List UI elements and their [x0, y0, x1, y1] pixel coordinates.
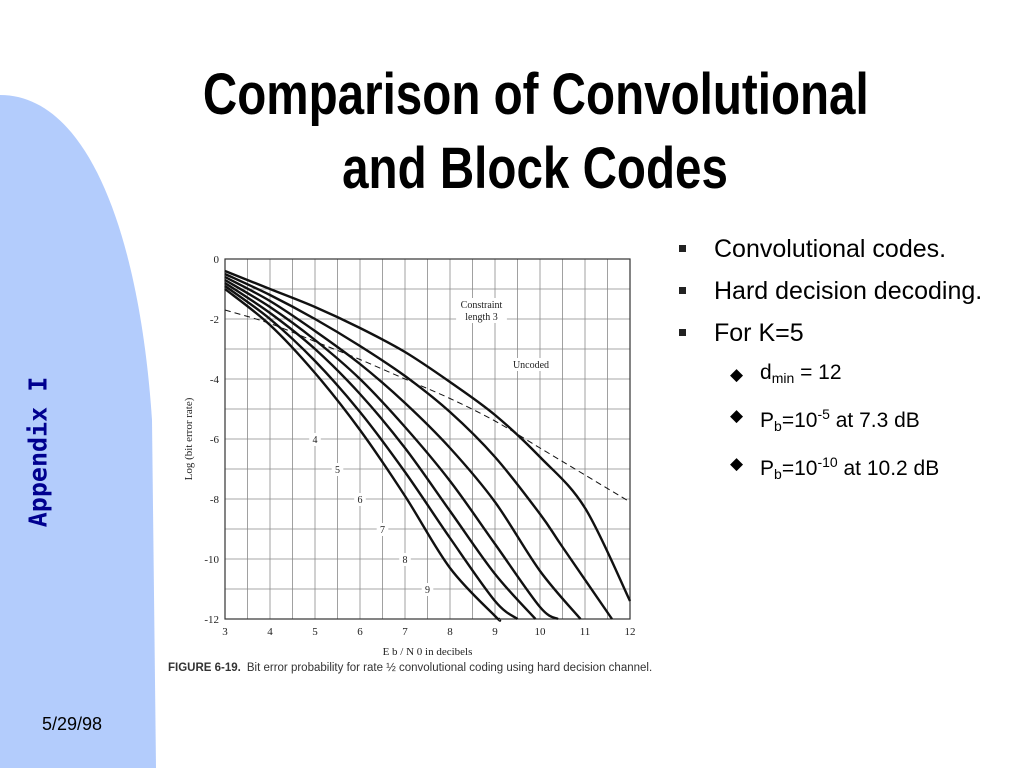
series-line-k6: [224, 278, 559, 621]
x-tick-label: 4: [267, 626, 273, 638]
annotation-box: [376, 523, 389, 536]
annotation-label: 4: [313, 435, 318, 446]
y-tick-label: -2: [210, 314, 219, 326]
x-tick-label: 11: [580, 626, 591, 638]
annotation-label: 9: [425, 585, 430, 596]
side-title: Appendix I: [23, 376, 53, 528]
diamond-bullet-icon: ◆: [730, 365, 744, 384]
pb-exponent: -10: [817, 454, 838, 470]
pb-base: =10: [781, 457, 818, 480]
square-bullet-icon: [679, 287, 686, 294]
x-tick-label: 9: [492, 626, 498, 638]
annotation-label: 7: [380, 525, 385, 536]
sub-bullet-pb-1: ◆ Pb=10-5 at 7.3 dB: [676, 399, 1016, 441]
annotation-box: [450, 298, 513, 311]
annotation-label: Constraint: [461, 300, 503, 311]
y-tick-label: -10: [204, 554, 219, 566]
figure-label: FIGURE 6-19.: [168, 662, 241, 674]
annotation-label: length 3: [465, 312, 498, 323]
annotation-box: [456, 310, 507, 323]
y-tick-label: -8: [210, 494, 220, 506]
pb-subscript: b: [774, 466, 782, 482]
bullet-hard-decision: Hard decision decoding.: [676, 274, 1016, 308]
x-tick-label: 6: [357, 626, 363, 638]
slide-date: 5/29/98: [42, 714, 103, 734]
square-bullet-icon: [679, 329, 686, 336]
slide-title: Comparison of Convolutional and Block Co…: [202, 58, 869, 206]
pb-symbol: P: [760, 457, 775, 480]
dmin-subscript: min: [771, 370, 795, 386]
annotation-label: 6: [358, 495, 363, 506]
annotation-label: Uncoded: [513, 360, 549, 371]
pb-condition: at 7.3 dB: [829, 409, 920, 432]
square-bullet-icon: [679, 245, 686, 252]
x-tick-label: 7: [402, 626, 408, 638]
x-tick-label: 5: [312, 626, 318, 638]
bullet-list: Convolutional codes. Hard decision decod…: [676, 232, 1016, 495]
bullet-text: Convolutional codes.: [714, 235, 947, 263]
sub-bullet-dmin: ◆ dmin = 12: [676, 358, 1016, 393]
annotation-box: [309, 433, 321, 446]
sidebar-shape: [0, 95, 156, 768]
sidebar-band: [0, 95, 156, 768]
pb-symbol: P: [760, 409, 775, 432]
x-axis-label: E b / N 0 in decibels: [383, 646, 473, 658]
y-tick-label: -6: [210, 434, 220, 446]
series-line-k8: [224, 285, 519, 620]
diamond-bullet-icon: ◆: [730, 454, 744, 473]
figure-caption: FIGURE 6-19. Bit error probability for ra…: [168, 661, 658, 675]
bullet-k5: For K=5: [676, 316, 1016, 350]
title-line-1: Comparison of Convolutional: [202, 62, 869, 127]
x-tick-label: 8: [447, 626, 453, 638]
bullet-text: Hard decision decoding.: [714, 277, 983, 305]
ber-chart: 3 4 5 6 7 8 9 10 11 12 0 -2 -4 -6 -8 -10 -12 E b / N 0 in…: [183, 254, 636, 658]
pb-condition: at 10.2 dB: [837, 457, 940, 480]
y-tick-label: 0: [214, 254, 220, 266]
annotation-box: [331, 463, 344, 476]
bullet-convolutional: Convolutional codes.: [676, 232, 1016, 266]
pb-subscript: b: [774, 418, 782, 434]
figure-caption-text: Bit error probability for rate ½ convolu…: [246, 662, 653, 674]
y-tick-label: -12: [204, 614, 219, 626]
pb-base: =10: [781, 409, 818, 432]
annotation-box: [421, 583, 434, 596]
x-tick-label: 10: [535, 626, 547, 638]
series-line-k4: [224, 272, 613, 620]
annotation-box: [354, 493, 366, 506]
series-line-k7: [224, 282, 537, 620]
plot-frame: [224, 258, 631, 620]
series-line-k9: [224, 288, 502, 622]
bullet-text: For K=5: [714, 319, 804, 347]
diamond-bullet-icon: ◆: [730, 406, 744, 425]
series-line-k5: [224, 275, 582, 620]
x-tick-label: 3: [222, 626, 228, 638]
annotation-box: [399, 553, 411, 566]
annotation-label: 5: [335, 465, 340, 476]
pb-exponent: -5: [817, 406, 830, 422]
annotation-box: [508, 358, 554, 371]
annotation-label: 8: [403, 555, 408, 566]
sub-bullet-pb-2: ◆ Pb=10-10 at 10.2 dB: [676, 447, 1016, 489]
series-line-uncoded: [224, 309, 631, 503]
y-tick-label: -4: [210, 374, 220, 386]
title-line-2: and Block Codes: [342, 136, 728, 201]
y-axis-label: Log (bit error rate): [183, 397, 195, 480]
x-tick-label: 12: [625, 626, 636, 638]
series-line-k3: [224, 269, 632, 602]
dmin-symbol: d: [760, 361, 772, 384]
dmin-value: = 12: [794, 361, 842, 384]
